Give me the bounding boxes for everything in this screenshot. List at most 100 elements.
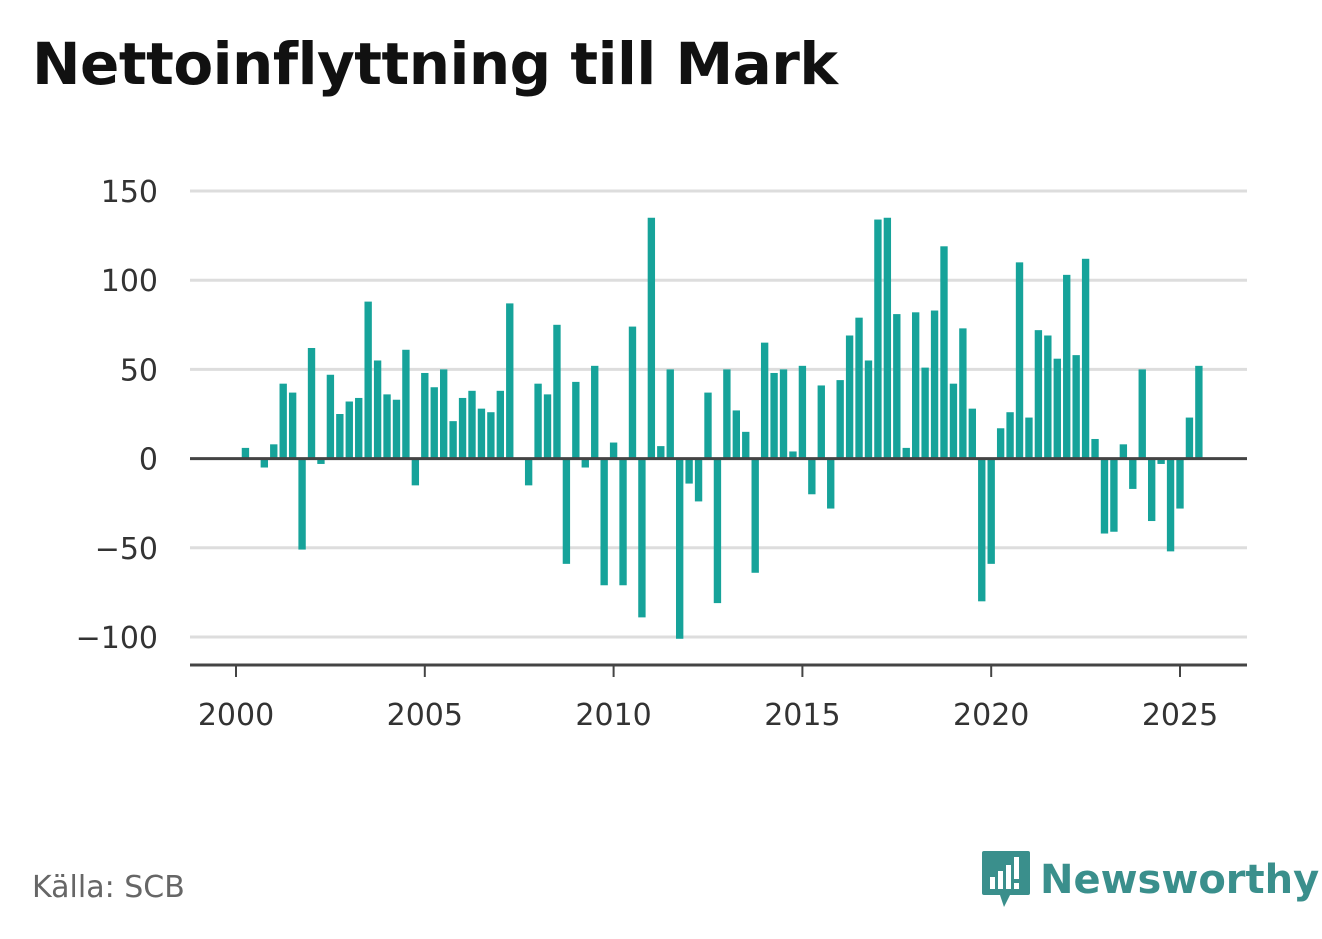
x-tick-label: 2005 [387,698,463,733]
bar [949,383,958,459]
bar [260,458,269,468]
bar [600,458,608,586]
x-tick-label: 2025 [1142,698,1218,733]
bar [779,369,788,459]
bar [694,458,703,502]
bar [921,367,929,459]
bar [506,303,514,459]
bar [789,451,797,459]
bar [874,219,882,459]
chart-title: Nettoinflyttning till Mark [32,30,838,98]
bar [893,314,901,459]
bar [978,458,986,602]
bar [373,360,382,459]
bar [704,392,712,459]
y-tick-label: 0 [139,443,158,478]
bar [317,458,325,464]
bar [1044,335,1052,459]
bar [996,428,1005,459]
bar [609,442,618,459]
brand-name: Newsworthy [1040,857,1320,903]
bar [439,369,448,459]
bar [638,458,646,618]
bar [732,410,741,459]
bar [751,458,759,573]
bar [591,365,599,459]
bar [1006,412,1014,459]
bar [1034,330,1043,459]
bar [1176,458,1184,509]
bar [543,394,552,459]
bar [968,408,977,459]
y-tick-label: −100 [76,621,158,656]
bar [1147,458,1156,522]
bar [798,365,807,459]
bar [241,447,250,459]
bar [572,381,580,459]
bar [808,458,816,495]
bar [902,447,910,459]
y-tick-label: 100 [101,264,158,299]
bar [270,444,278,459]
bar [770,372,778,459]
bar [487,412,495,459]
bar-chart: 150 100 50 0 −50 −100 2000 2005 2010 2015 2020 2025 [76,175,1247,733]
bar [307,347,316,459]
bar [666,369,674,459]
bar [1081,258,1090,459]
bar [1138,369,1146,459]
x-tick-label: 2015 [764,698,840,733]
bar [619,458,627,586]
bar [279,383,287,459]
bar [449,421,457,459]
bar [657,446,665,459]
bar [1072,355,1080,459]
bar [1110,458,1118,532]
bar [298,458,306,550]
bar [562,458,571,564]
bar [288,392,297,459]
bar [675,458,684,639]
bar [383,394,391,459]
bar [1195,365,1203,459]
bar [1119,444,1128,459]
bar [760,342,769,459]
bar [959,328,967,459]
y-tick-label: −50 [95,532,158,567]
bar [940,246,948,459]
bar [723,369,731,459]
bar [345,401,353,459]
bar [883,217,892,459]
y-tick-label: 50 [120,353,158,388]
bar [1091,438,1099,459]
bar [581,458,589,468]
brand-logo: Newsworthy [980,848,1319,912]
bar [496,390,505,459]
bar [524,458,533,486]
bar [1025,417,1033,459]
bar [392,399,401,459]
bar [458,397,467,459]
bar [827,458,835,509]
bar [987,458,995,564]
x-tick-label: 2020 [953,698,1029,733]
bar [1063,274,1071,459]
bar [713,458,722,604]
bar [1185,417,1194,459]
bar [336,414,344,459]
bar [364,301,372,459]
bar [845,335,854,459]
bar [911,312,920,459]
bar [421,372,429,459]
bar [430,387,438,459]
bar [534,383,542,459]
bar [411,458,420,486]
bar [326,374,335,459]
bar [1100,458,1109,534]
bar [1129,458,1137,489]
bar [685,458,693,484]
bar [477,408,486,459]
bar [855,317,863,459]
bar [1053,358,1061,459]
x-tick-label: 2010 [575,698,651,733]
